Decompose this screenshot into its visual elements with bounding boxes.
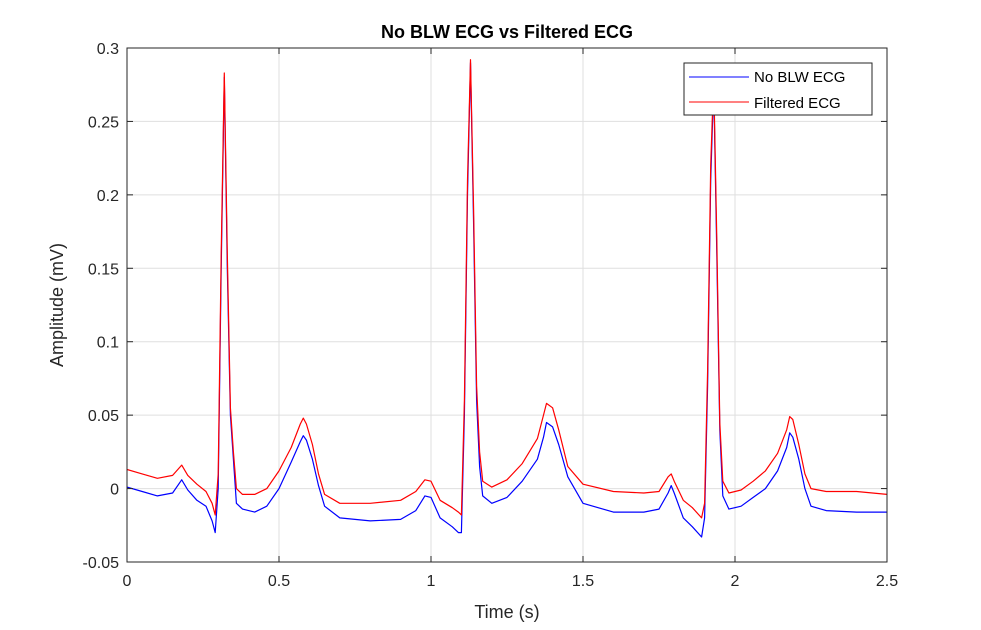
plot-area [127,48,887,562]
x-axis-label: Time (s) [474,602,539,622]
legend: No BLW ECG Filtered ECG [683,62,873,116]
y-tick-label: 0 [110,482,119,499]
series-layer [126,59,888,538]
y-tick-label: 0.25 [88,114,119,131]
x-tick-label: 1 [427,573,436,590]
x-tick-label: 2 [731,573,740,590]
y-tick-label: 0.15 [88,261,119,278]
legend-label-filtered: Filtered ECG [754,95,841,112]
y-axis-label: Amplitude (mV) [47,243,67,367]
y-tick-label: -0.05 [83,555,120,572]
plot-frame [126,47,888,563]
chart-title: No BLW ECG vs Filtered ECG [381,22,633,42]
legend-label-no-blw: No BLW ECG [754,69,845,86]
y-tick-label: 0.3 [97,41,119,58]
x-tick-label: 0 [123,573,132,590]
legend-box [683,62,873,116]
y-tick-label: 0.1 [97,335,119,352]
x-tick-label: 0.5 [268,573,290,590]
x-tick-label: 2.5 [876,573,898,590]
y-tick-label: 0.2 [97,188,119,205]
series-line-filtered [126,59,888,519]
x-tick-label: 1.5 [572,573,594,590]
y-tick-label: 0.05 [88,408,119,425]
